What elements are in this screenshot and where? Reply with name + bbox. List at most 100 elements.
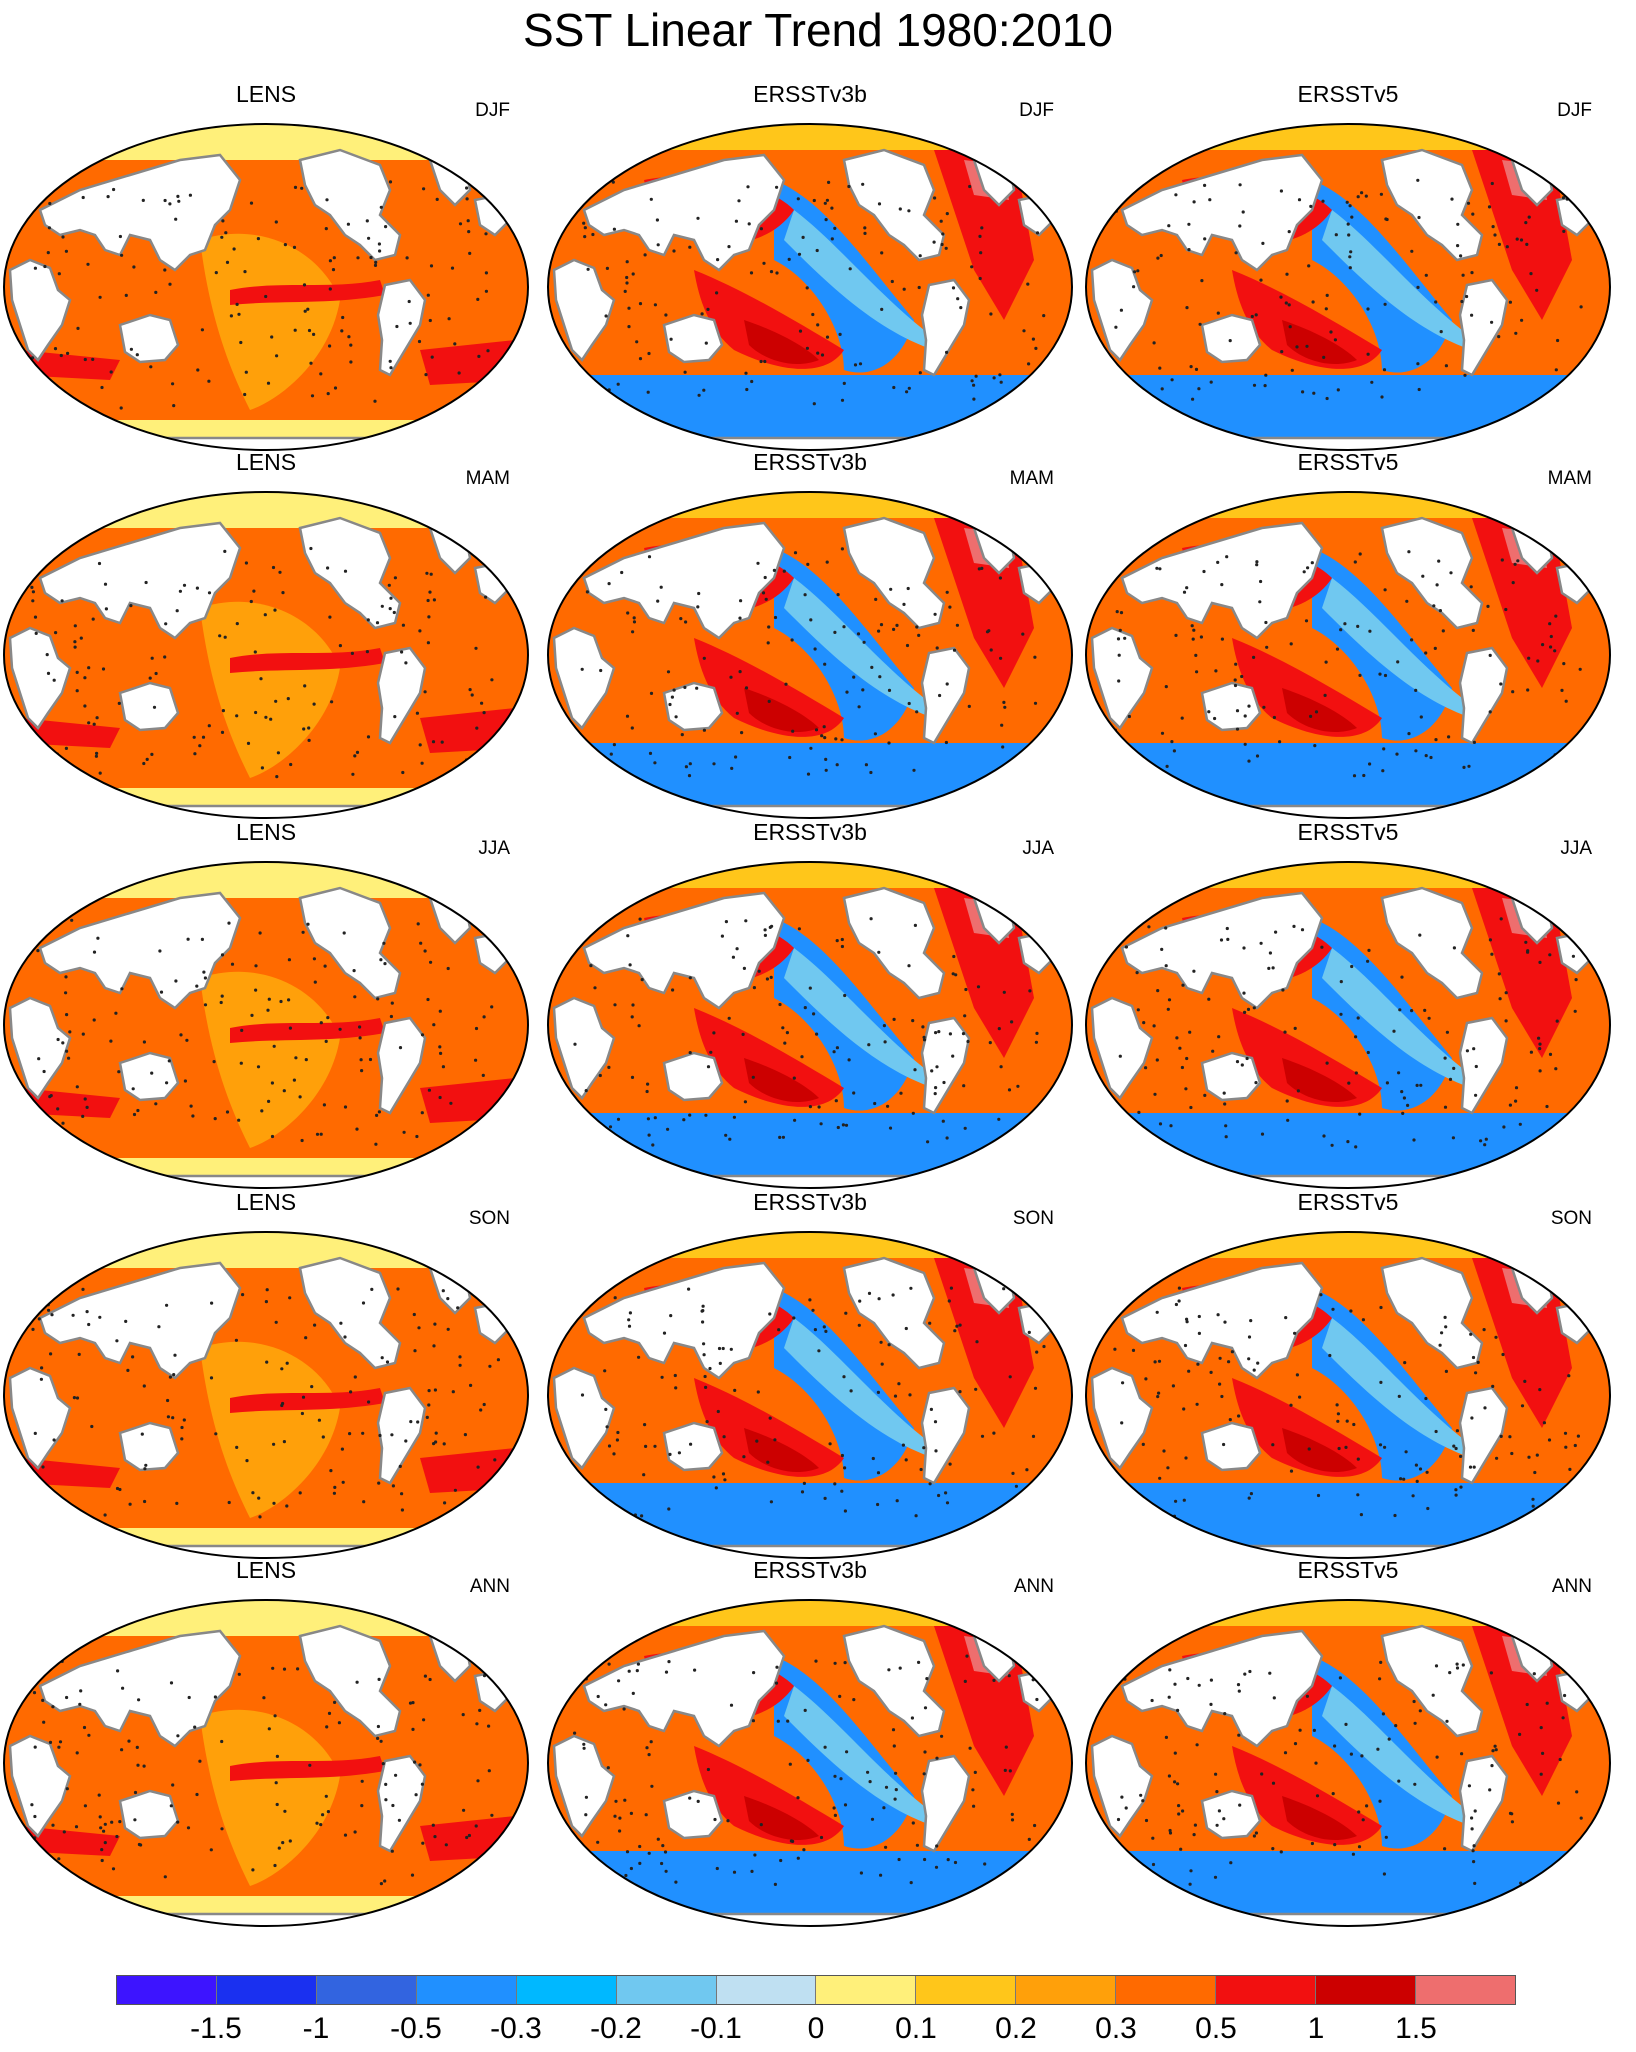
- significance-dot: [1328, 1353, 1332, 1358]
- map-outline: [547, 1231, 1073, 1559]
- significance-dot: [1292, 924, 1296, 928]
- significance-dot: [427, 1389, 431, 1393]
- significance-dot: [712, 1031, 716, 1035]
- significance-dot: [1252, 1834, 1256, 1838]
- significance-dot: [41, 1698, 45, 1702]
- significance-dot: [803, 1708, 807, 1712]
- significance-dot: [1176, 1782, 1180, 1786]
- significance-dot: [813, 647, 817, 651]
- significance-dot: [701, 1309, 705, 1313]
- significance-dot: [988, 1041, 992, 1045]
- significance-dot: [820, 734, 824, 738]
- significance-dot: [117, 701, 121, 705]
- significance-dot: [474, 1058, 478, 1062]
- significance-dot: [380, 1356, 384, 1360]
- significance-dot: [347, 335, 351, 339]
- significance-dot: [773, 615, 778, 620]
- significance-dot: [64, 991, 68, 995]
- significance-dot: [599, 776, 603, 780]
- map-outline: [547, 123, 1073, 451]
- significance-dot: [429, 572, 433, 576]
- significance-dot: [362, 1500, 366, 1504]
- colorbar-tick-label: -0.2: [590, 2012, 642, 2045]
- significance-dot: [1541, 1751, 1545, 1755]
- significance-dot: [219, 1000, 223, 1005]
- significance-dot: [638, 917, 642, 921]
- land-mass: [298, 1256, 402, 1370]
- significance-dot: [1242, 946, 1246, 950]
- significance-dot: [909, 1286, 913, 1290]
- very-strong-warming: [1282, 1058, 1357, 1103]
- significance-dot: [61, 1041, 65, 1045]
- significance-dot: [897, 1382, 901, 1386]
- significance-dot: [132, 1112, 137, 1117]
- significance-dot: [38, 1668, 43, 1672]
- significance-dot: [221, 709, 225, 713]
- significance-dot: [1573, 1009, 1577, 1013]
- significance-dot: [975, 1340, 979, 1344]
- significance-dot: [1407, 550, 1411, 554]
- significance-dot: [1564, 1445, 1568, 1449]
- significance-dot: [319, 372, 323, 376]
- sst-trend-map: [1085, 1599, 1611, 1927]
- significance-dot: [1455, 1662, 1459, 1666]
- significance-dot: [897, 1857, 901, 1862]
- significance-dot: [100, 1848, 104, 1852]
- significance-dot: [849, 1389, 853, 1393]
- significance-dot: [812, 402, 816, 406]
- warm-anomaly: [200, 233, 340, 410]
- significance-dot: [905, 390, 909, 394]
- significance-dot: [706, 1767, 710, 1772]
- significance-dot: [1518, 1732, 1522, 1736]
- significance-dot: [83, 1804, 87, 1808]
- significance-dot: [706, 1065, 711, 1069]
- significance-dot: [1379, 1305, 1383, 1310]
- significance-dot: [389, 1014, 393, 1019]
- significance-dot: [61, 1121, 65, 1125]
- significance-dot: [759, 1823, 763, 1827]
- significance-dot: [265, 1288, 269, 1292]
- very-strong-warming: [1282, 688, 1357, 733]
- significance-dot: [328, 615, 332, 619]
- significance-dot: [1155, 1310, 1159, 1314]
- significance-dot: [992, 1431, 996, 1435]
- significance-dot: [1182, 1498, 1186, 1502]
- significance-dot: [1197, 1683, 1201, 1687]
- significance-dot: [101, 667, 106, 671]
- significance-dot: [1227, 1360, 1231, 1364]
- significance-dot: [838, 332, 842, 336]
- significance-dot: [462, 1808, 466, 1812]
- significance-dot: [1419, 715, 1423, 719]
- significance-dot: [1177, 1812, 1181, 1816]
- significance-dot: [586, 1500, 590, 1504]
- significance-dot: [1423, 1008, 1427, 1012]
- significance-dot: [1360, 1754, 1364, 1758]
- significance-dot: [598, 1073, 602, 1078]
- significance-dot: [915, 625, 919, 629]
- significance-dot: [176, 1820, 180, 1824]
- significance-dot: [1398, 1008, 1402, 1012]
- strong-warming: [694, 270, 844, 369]
- significance-dot: [1296, 1089, 1300, 1093]
- significance-dot: [97, 1793, 101, 1797]
- significance-dot: [1028, 989, 1032, 993]
- significance-dot: [1010, 1812, 1014, 1816]
- colorbar-swatch: [416, 1976, 517, 2004]
- significance-dot: [1306, 566, 1310, 570]
- significance-dot: [1443, 1056, 1447, 1060]
- significance-dot: [282, 1089, 286, 1093]
- significance-dot: [1354, 1145, 1358, 1149]
- significance-dot: [914, 1514, 918, 1518]
- panel-model-title: LENS: [235, 819, 297, 845]
- map-outline: [1085, 1231, 1611, 1559]
- colorbar-tick-label: 0.1: [895, 2012, 937, 2045]
- significance-dot: [484, 289, 488, 293]
- significance-dot: [882, 1806, 886, 1810]
- significance-dot: [1274, 930, 1278, 934]
- significance-dot: [580, 667, 584, 671]
- panel-season-label: SON: [468, 1208, 510, 1229]
- strong-warming: [694, 1746, 844, 1845]
- significance-dot: [701, 1304, 705, 1308]
- significance-dot: [591, 232, 595, 237]
- significance-dot: [1417, 215, 1421, 220]
